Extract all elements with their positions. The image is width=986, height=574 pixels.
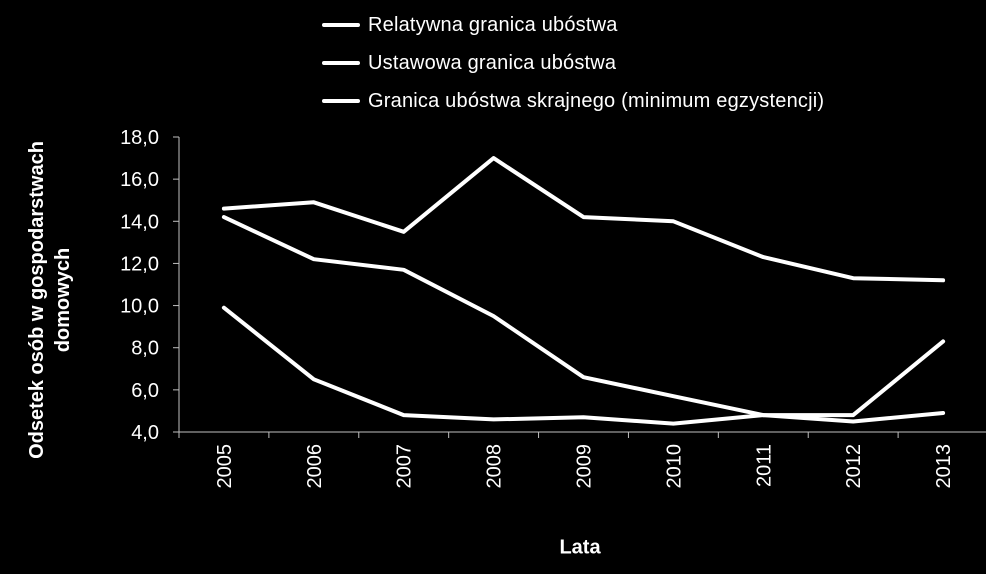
data-point-s1-2008: [492, 156, 496, 160]
y-axis-ticks: 4,0 6,0 8,0 10,0 12,0 14,0 16,0 18,0: [120, 127, 179, 444]
data-point-s1-2010: [671, 219, 675, 223]
x-tick-label: 2013: [933, 444, 955, 489]
data-point-s3-2005: [222, 306, 226, 310]
data-point-s1-2009: [582, 215, 585, 219]
y-tick-label: 6,0: [131, 380, 159, 402]
x-tick-label: 2007: [394, 444, 416, 489]
legend-swatch-skrajna: [322, 99, 360, 103]
x-tick-label: 2011: [753, 444, 775, 487]
y-tick-label: 14,0: [120, 211, 159, 233]
series-line-3: [221, 305, 946, 426]
y-tick-label: 16,0: [120, 169, 159, 191]
data-point-s2-2006: [312, 257, 316, 261]
x-tick-label: 2012: [843, 444, 865, 489]
y-tick-label: 4,0: [131, 422, 159, 444]
data-point-s2-2008: [492, 314, 496, 318]
data-point-s3-2007: [402, 413, 406, 417]
x-tick-label: 2010: [663, 444, 685, 489]
legend-label-skrajna: Granica ubóstwa skrajnego (minimum egzys…: [368, 89, 825, 112]
chart-series: [221, 156, 946, 426]
x-tick-label: 2005: [214, 444, 236, 489]
data-point-s1-2011: [761, 255, 765, 259]
chart-axes: [178, 137, 986, 433]
data-point-s3-2013: [941, 411, 945, 415]
x-tick-label: 2006: [304, 444, 326, 489]
data-point-s2-2005: [222, 215, 226, 219]
y-axis-label: Odsetek osób w gospodarstwach domowych: [26, 141, 74, 459]
data-point-s3-2008: [492, 417, 496, 421]
legend-item-relatywna: Relatywna granica ubóstwa: [322, 6, 824, 44]
data-point-s1-2006: [312, 200, 316, 204]
legend-label-relatywna: Relatywna granica ubóstwa: [368, 13, 618, 36]
data-point-s3-2006: [312, 377, 316, 381]
x-tick-label: 2008: [484, 444, 506, 489]
legend-item-ustawowa: Ustawowa granica ubóstwa: [322, 44, 824, 82]
x-axis-ticks: 2005 2006 2007 2008 2009 2010 2011 2012 2013: [178, 432, 955, 489]
data-point-s3-2009: [582, 415, 585, 419]
data-point-s1-2012: [851, 276, 855, 280]
data-point-s2-2013: [941, 339, 945, 343]
legend-label-ustawowa: Ustawowa granica ubóstwa: [368, 51, 617, 74]
chart-legend: Relatywna granica ubóstwa Ustawowa grani…: [322, 6, 824, 120]
y-tick-label: 8,0: [131, 338, 159, 360]
y-tick-label: 12,0: [120, 253, 159, 275]
data-point-s1-2007: [402, 230, 406, 234]
data-point-s2-2009: [582, 375, 585, 379]
data-point-s1-2005: [222, 207, 226, 211]
y-tick-label: 10,0: [120, 296, 159, 318]
x-tick-label: 2009: [574, 444, 596, 489]
x-axis-label: Lata: [559, 536, 601, 559]
data-point-s2-2012: [851, 413, 855, 417]
data-point-s2-2010: [671, 394, 675, 398]
legend-swatch-ustawowa: [322, 61, 360, 65]
data-point-s3-2012: [851, 420, 855, 423]
data-point-s2-2007: [402, 268, 406, 272]
data-point-s3-2010: [671, 422, 675, 426]
y-tick-label: 18,0: [120, 127, 159, 149]
legend-item-skrajna: Granica ubóstwa skrajnego (minimum egzys…: [322, 82, 824, 120]
data-point-s3-2011: [761, 413, 765, 417]
data-point-s1-2013: [941, 278, 945, 282]
legend-swatch-relatywna: [322, 23, 360, 27]
